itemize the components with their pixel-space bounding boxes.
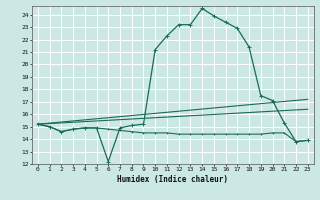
X-axis label: Humidex (Indice chaleur): Humidex (Indice chaleur) bbox=[117, 175, 228, 184]
